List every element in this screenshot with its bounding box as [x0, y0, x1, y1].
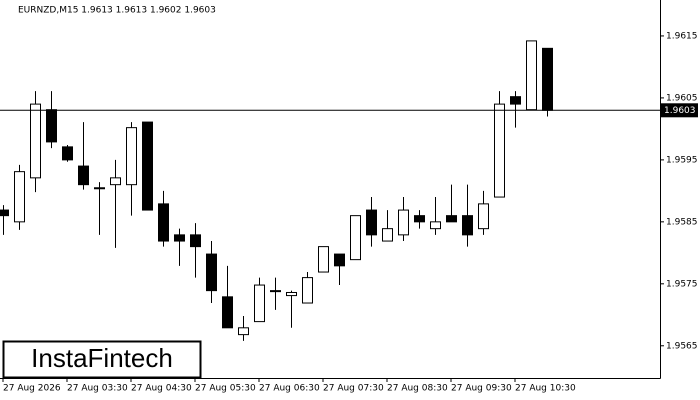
candle-body	[478, 203, 489, 230]
last-price-tag	[660, 103, 698, 118]
x-tick-label: 27 Aug 10:30	[515, 384, 576, 394]
candle-body	[94, 187, 105, 190]
x-tick-label: 27 Aug 04:30	[131, 384, 192, 394]
candle-body	[142, 121, 153, 211]
candle-body	[174, 234, 185, 242]
x-tick-label: 27 Aug 06:30	[259, 384, 320, 394]
candle-body	[238, 327, 249, 336]
candle-body	[222, 296, 233, 329]
candle-body	[158, 203, 169, 242]
chart-title: EURNZD,M15 1.9613 1.9613 1.9602 1.9603	[18, 6, 216, 16]
candle-body	[542, 47, 553, 111]
candle-body	[286, 291, 297, 297]
candle-body	[206, 253, 217, 292]
y-tick-label: 1.9595	[666, 155, 698, 165]
y-tick-label: 1.9575	[666, 279, 698, 289]
candle-body	[350, 215, 361, 261]
x-tick-label: 27 Aug 07:30	[323, 384, 384, 394]
y-tick-label: 1.9585	[666, 217, 698, 227]
candle-body	[126, 127, 137, 186]
candle-body	[494, 103, 505, 198]
candle-body	[414, 215, 425, 223]
candle-body	[334, 253, 345, 267]
candle-body	[430, 221, 441, 230]
candle-body	[254, 284, 265, 323]
y-tick-label: 1.9565	[666, 341, 698, 351]
candle-body	[270, 290, 281, 293]
x-tick-label: 27 Aug 09:30	[451, 384, 512, 394]
candle-body	[110, 177, 121, 186]
candle-body	[382, 228, 393, 242]
candle-body	[462, 215, 473, 236]
logo-box	[2, 340, 202, 379]
candle-body	[30, 103, 41, 179]
candle-body	[14, 171, 25, 223]
candle-body	[526, 40, 537, 111]
last-price-label: 1.9603	[664, 106, 696, 116]
candle-body	[446, 215, 457, 223]
x-tick-label: 27 Aug 03:30	[67, 384, 128, 394]
y-tick-label: 1.9615	[666, 31, 698, 41]
candle-body	[510, 96, 521, 105]
candle-body	[366, 209, 377, 236]
candle-body	[318, 246, 329, 273]
plot	[0, 40, 553, 341]
candle-body	[62, 146, 73, 161]
candle-body	[78, 165, 89, 186]
logo: InstaFintech	[31, 343, 173, 373]
y-tick-label: 1.9605	[666, 93, 698, 103]
candle-body	[398, 209, 409, 236]
candle-body	[46, 109, 57, 143]
candle-body	[302, 277, 313, 304]
x-tick-label: 27 Aug 05:30	[195, 384, 256, 394]
x-tick-label: 27 Aug 08:30	[387, 384, 448, 394]
candle-body	[0, 209, 9, 217]
candle-body	[190, 234, 201, 248]
x-tick-label: 27 Aug 2026	[3, 384, 61, 394]
